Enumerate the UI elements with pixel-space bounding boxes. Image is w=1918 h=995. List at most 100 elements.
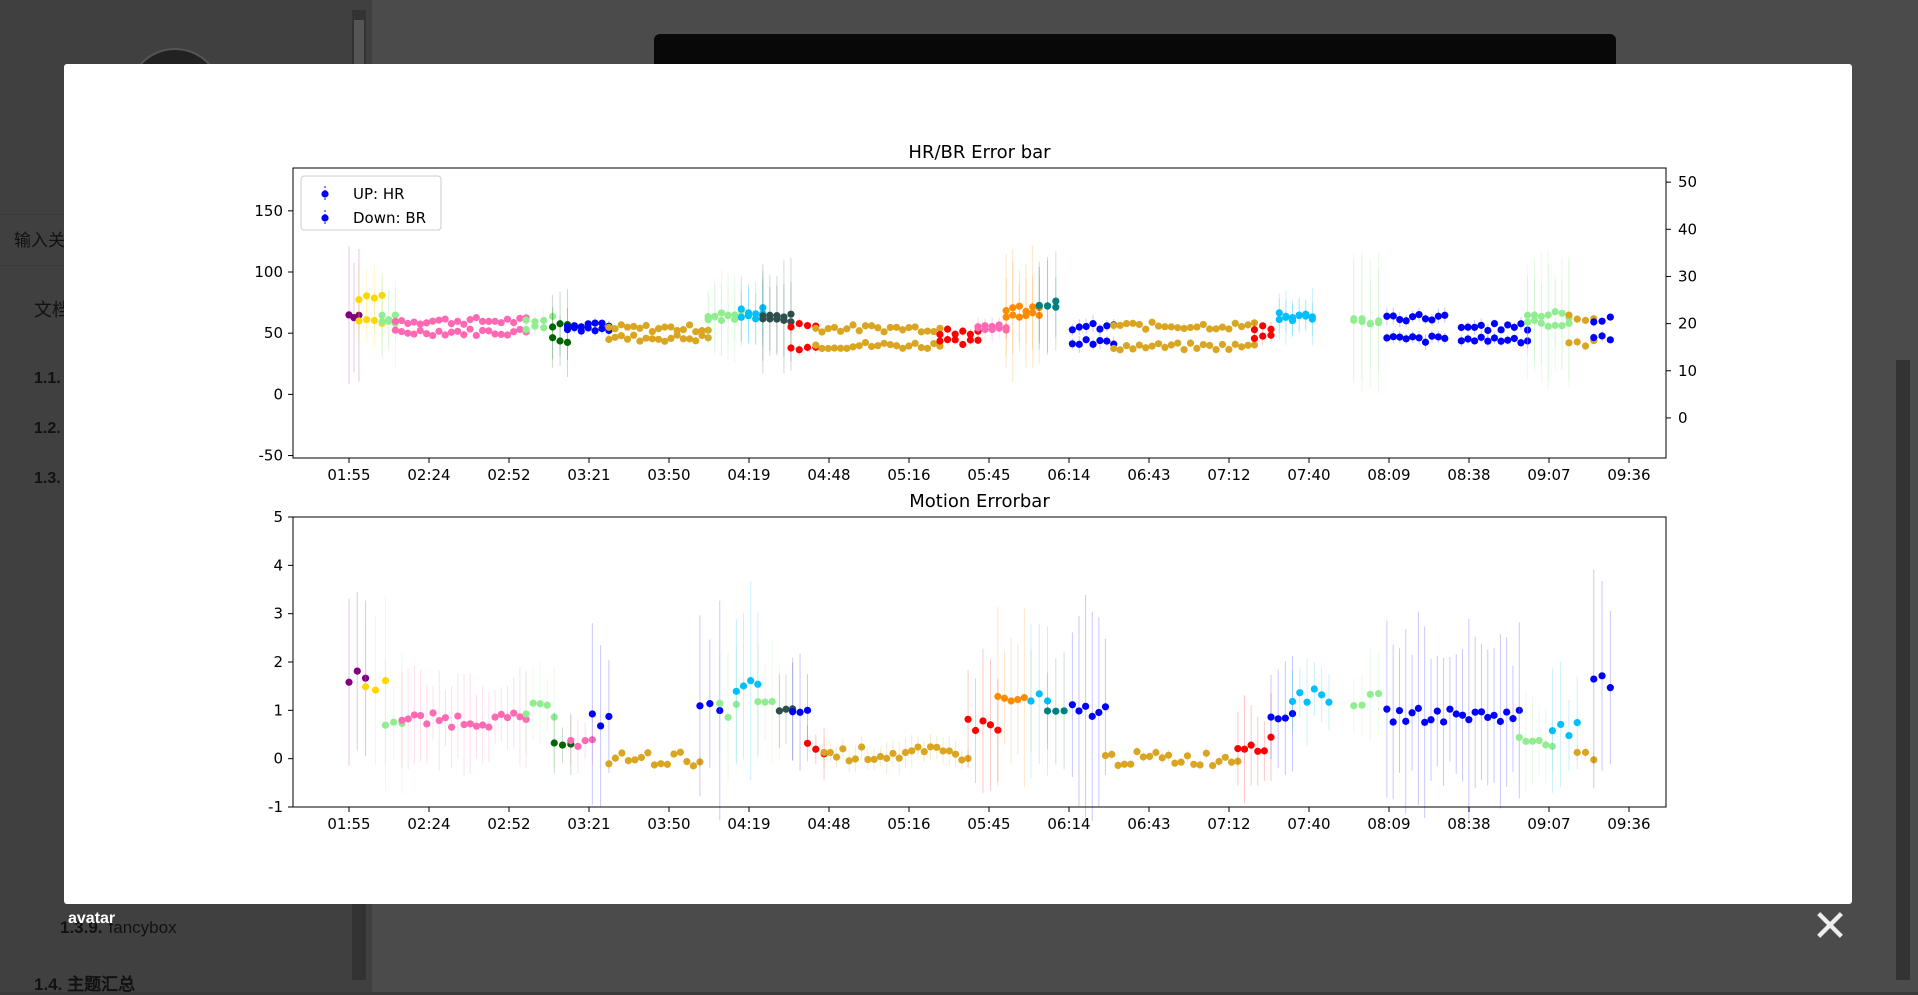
data-point xyxy=(1598,332,1606,340)
data-point xyxy=(371,686,380,694)
data-point xyxy=(692,328,700,336)
data-point xyxy=(1573,315,1581,323)
data-point xyxy=(901,748,910,757)
data-point xyxy=(617,321,625,329)
data-point xyxy=(837,344,845,352)
data-point xyxy=(422,330,431,338)
data-point xyxy=(1259,332,1267,340)
x-tick-label: 04:19 xyxy=(727,815,770,833)
legend-label: UP: HR xyxy=(353,185,405,203)
data-point xyxy=(549,334,557,342)
data-point xyxy=(522,316,530,324)
data-point xyxy=(1227,758,1236,766)
data-point xyxy=(1234,757,1242,765)
data-point xyxy=(936,337,944,345)
data-point xyxy=(1161,323,1169,331)
data-point xyxy=(1415,311,1423,319)
toc-item[interactable]: 1.1. xyxy=(34,370,61,387)
y-tick-label: 0 xyxy=(273,385,283,403)
data-point xyxy=(1441,311,1449,319)
data-point xyxy=(1068,340,1076,348)
data-point xyxy=(435,327,443,335)
y-tick-label: 150 xyxy=(254,202,283,220)
data-point xyxy=(1440,718,1448,726)
data-point xyxy=(974,323,982,331)
data-point xyxy=(510,319,518,327)
data-point xyxy=(636,324,644,332)
data-point xyxy=(905,342,913,350)
data-point xyxy=(605,323,613,331)
data-point xyxy=(685,321,694,329)
toc-bottom-item[interactable]: 1.4. 主题汇总 xyxy=(34,970,135,995)
data-point xyxy=(1215,757,1223,766)
data-point xyxy=(886,323,894,332)
data-point xyxy=(1238,322,1246,331)
page-scrollbar[interactable] xyxy=(1896,360,1910,980)
data-point xyxy=(1095,708,1103,717)
data-point xyxy=(1068,701,1076,709)
data-point xyxy=(943,325,952,333)
x-tick-label: 03:21 xyxy=(567,815,610,833)
data-point xyxy=(1096,325,1104,333)
toc-bottom-label: 主题汇总 xyxy=(67,975,136,994)
data-point xyxy=(1193,344,1201,352)
data-point xyxy=(676,748,685,756)
data-point xyxy=(1146,752,1154,761)
chart-figure: HR/BR Error bar 01:55 02:24 02:52 03:21 03:50… xyxy=(254,142,1697,833)
data-point xyxy=(1598,672,1606,680)
toc-item[interactable]: 1.3. xyxy=(34,470,61,487)
data-point xyxy=(1530,311,1539,319)
data-point xyxy=(1167,341,1175,349)
data-point xyxy=(1082,322,1090,331)
data-point xyxy=(1288,316,1297,325)
data-point xyxy=(1408,709,1416,717)
data-point xyxy=(1542,741,1550,749)
data-point xyxy=(1515,733,1523,742)
data-point xyxy=(1164,751,1173,759)
toc-bottom-number: 1.4. xyxy=(34,975,63,994)
data-point xyxy=(880,328,888,336)
toc-subitem[interactable]: 1.3.9. fancybox xyxy=(60,918,177,938)
toc-item[interactable]: 1.2. xyxy=(34,420,61,437)
data-point xyxy=(981,322,989,330)
data-point xyxy=(1148,318,1156,326)
data-point xyxy=(1350,702,1358,710)
data-point xyxy=(385,316,393,324)
data-point xyxy=(1606,684,1614,692)
data-point xyxy=(1402,335,1410,343)
legend-marker xyxy=(321,190,329,198)
data-point xyxy=(1465,716,1473,724)
data-point xyxy=(1302,312,1310,320)
data-point xyxy=(994,692,1002,701)
data-point xyxy=(979,717,987,725)
data-point xyxy=(874,324,882,332)
data-point xyxy=(1428,332,1436,340)
data-point xyxy=(939,747,947,755)
data-point xyxy=(1590,675,1598,683)
data-point xyxy=(1002,307,1010,315)
data-point xyxy=(731,311,739,319)
doc-label[interactable]: 文档 xyxy=(34,300,70,320)
data-point xyxy=(966,336,974,344)
chart-title: HR/BR Error bar xyxy=(908,142,1051,163)
data-point xyxy=(899,326,907,334)
data-point xyxy=(1212,325,1220,333)
data-point xyxy=(796,708,804,716)
data-point xyxy=(673,331,681,339)
data-point xyxy=(911,323,919,331)
data-point xyxy=(1590,333,1598,342)
data-point xyxy=(1183,752,1192,760)
data-point xyxy=(1190,760,1198,768)
data-point xyxy=(1152,748,1160,757)
close-icon[interactable]: ✕ xyxy=(1811,902,1849,951)
y-tick-label: 2 xyxy=(273,653,283,671)
data-point xyxy=(1296,689,1304,697)
data-point xyxy=(1433,707,1441,715)
data-point xyxy=(447,328,455,336)
y-tick-label: 4 xyxy=(273,556,283,574)
data-point xyxy=(1535,736,1543,745)
data-point xyxy=(466,720,474,728)
data-point xyxy=(958,756,966,764)
data-point xyxy=(1052,707,1060,715)
data-point xyxy=(1415,334,1423,342)
